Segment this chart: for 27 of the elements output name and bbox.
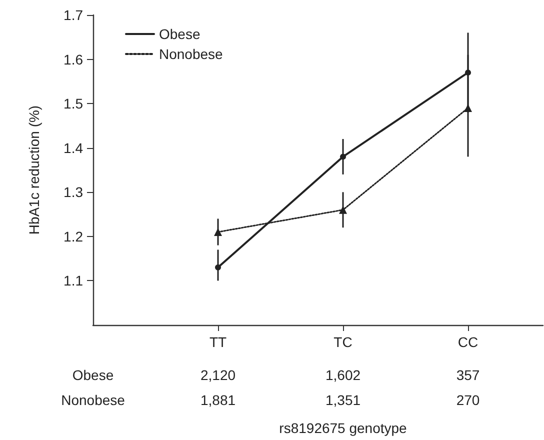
y-axis-title: HbA1c reduction (%) (26, 105, 42, 235)
y-tick-label: 1.3 (64, 184, 84, 200)
point (465, 70, 471, 76)
text: 1,602 (325, 367, 361, 383)
x-axis-title: rs8192675 genotype (279, 420, 408, 436)
text: 1,351 (325, 392, 361, 408)
legend-label: Obese (159, 26, 200, 42)
point (214, 228, 222, 236)
y-tick-label: 1.4 (64, 140, 84, 156)
text: 2,120 (200, 367, 236, 383)
text: 1,881 (200, 392, 236, 408)
x-tick-label: CC (458, 334, 478, 350)
text: Nonobese (61, 392, 126, 408)
y-tick-label: 1.2 (64, 228, 84, 244)
x-tick-label: TT (209, 334, 227, 350)
text: Obese (72, 367, 114, 383)
text: 357 (456, 367, 480, 383)
y-tick-label: 1.1 (64, 272, 84, 289)
point (340, 154, 346, 160)
y-tick-label: 1.6 (64, 51, 84, 68)
y-tick-label: 1.5 (64, 96, 84, 112)
text: 270 (456, 392, 480, 408)
x-tick-label: TC (334, 334, 352, 350)
legend-label: Nonobese (159, 46, 224, 62)
y-tick-label: 1.7 (64, 7, 84, 23)
point (215, 264, 221, 270)
point (464, 104, 472, 112)
